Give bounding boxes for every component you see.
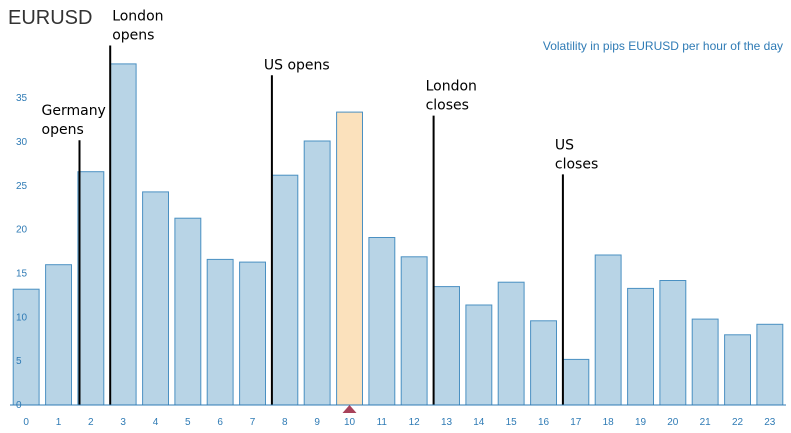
- annotation-label: London opens: [112, 9, 163, 44]
- bar-hour-14: [465, 304, 493, 406]
- x-tick-label: 19: [635, 417, 647, 428]
- x-tick-label: 4: [153, 417, 159, 428]
- annotation-label: US closes: [555, 137, 598, 172]
- bar-hour-21: [691, 318, 719, 406]
- annotation-label-line: US: [555, 137, 574, 153]
- bar-hour-2: [77, 171, 105, 406]
- x-tick-label: 15: [506, 417, 518, 428]
- bar-hour-20: [659, 280, 687, 406]
- x-tick-label: 14: [473, 417, 485, 428]
- x-tick-label: 2: [88, 417, 94, 428]
- bar-hour-11: [368, 237, 396, 406]
- bar-hour-18: [594, 254, 622, 406]
- x-tick-label: 3: [120, 417, 126, 428]
- x-tick-label: 0: [23, 417, 29, 428]
- x-tick-label: 9: [314, 417, 320, 428]
- annotation-label-line: Germany: [42, 103, 106, 119]
- y-tick-label: 35: [16, 93, 28, 104]
- y-tick-label: 0: [16, 400, 22, 411]
- bar-hour-22: [724, 334, 751, 406]
- x-axis-ticks: 0 1 2 3 4 5 6 7 8 9 10 11 12 13 14 15 16 17 18 19 20 21 22 23: [23, 417, 775, 428]
- x-tick-label: 16: [538, 417, 550, 428]
- x-tick-label: 22: [732, 417, 744, 428]
- y-tick-label: 20: [16, 225, 28, 236]
- bar-hour-6: [206, 258, 234, 406]
- y-tick-label: 30: [16, 137, 28, 148]
- y-axis-ticks: 0 5 10 15 20 25 30 35: [16, 93, 28, 411]
- x-tick-label: 21: [700, 417, 712, 428]
- bar-hour-15: [497, 281, 525, 406]
- bar-hour-3: [109, 63, 137, 406]
- bar-hour-13: [433, 286, 461, 406]
- annotation-label-line: London: [426, 79, 477, 95]
- bar-hour-9: [303, 140, 331, 406]
- bar-hour-8: [271, 174, 299, 406]
- x-tick-label: 17: [570, 417, 582, 428]
- x-tick-label: 6: [217, 417, 223, 428]
- x-tick-label: 10: [344, 417, 356, 428]
- bar-hour-1: [45, 264, 72, 406]
- bar-hour-23: [756, 323, 784, 406]
- annotation-label: US opens: [264, 57, 330, 73]
- annotation-label-line: opens: [42, 122, 84, 138]
- annotation-label-line: closes: [426, 98, 469, 114]
- annotations-group: Germany opens London opens US opens London clo…: [42, 9, 598, 405]
- annotation-label-line: opens: [112, 28, 154, 44]
- x-tick-label: 8: [282, 417, 288, 428]
- y-tick-label: 10: [16, 312, 28, 323]
- x-tick-label: 20: [667, 417, 679, 428]
- annotation-label-line: closes: [555, 156, 598, 172]
- bar-hour-19: [627, 287, 654, 406]
- x-tick-label: 5: [185, 417, 191, 428]
- y-tick-label: 25: [16, 181, 28, 192]
- bar-hour-12: [400, 256, 428, 406]
- chart-title: EURUSD: [8, 7, 92, 29]
- annotation-label-line: US opens: [264, 57, 330, 73]
- current-hour-marker: [342, 405, 357, 413]
- bar-hour-5: [174, 217, 202, 406]
- chart-subtitle: Volatility in pips EURUSD per hour of th…: [543, 39, 783, 53]
- x-tick-label: 11: [377, 417, 388, 428]
- bars-group: [12, 63, 784, 406]
- bar-hour-16: [530, 320, 557, 406]
- annotation-label: London closes: [426, 79, 477, 114]
- annotation-label-line: London: [112, 9, 163, 25]
- bar-hour-17: [562, 358, 590, 406]
- bar-hour-10: [336, 111, 364, 406]
- x-tick-label: 1: [56, 417, 62, 428]
- annotation-label: Germany opens: [42, 103, 106, 138]
- y-tick-label: 5: [16, 356, 22, 367]
- x-tick-label: 13: [441, 417, 453, 428]
- bar-hour-7: [239, 261, 267, 406]
- x-tick-label: 23: [764, 417, 776, 428]
- x-tick-label: 7: [250, 417, 256, 428]
- x-tick-label: 18: [603, 417, 615, 428]
- y-tick-label: 15: [16, 269, 28, 280]
- x-tick-label: 12: [409, 417, 421, 428]
- bar-hour-4: [142, 191, 170, 406]
- bar-hour-0: [12, 288, 40, 406]
